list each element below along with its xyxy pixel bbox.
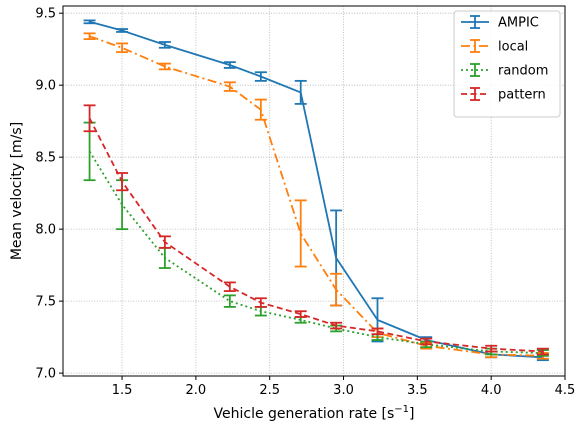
y-tick-label: 7.0	[35, 367, 56, 382]
x-tick-label: 4.0	[481, 383, 502, 398]
series-line-pattern	[88, 117, 543, 353]
legend: AMPIC local random pattern	[453, 10, 561, 118]
x-tick-label: 4.5	[555, 383, 576, 398]
x-tick-label: 3.0	[333, 383, 354, 398]
series-layer	[83, 19, 549, 362]
legend-label: AMPIC	[498, 16, 539, 31]
y-tick-label: 7.5	[35, 295, 56, 310]
legend-label: random	[498, 64, 548, 79]
plot-frame	[62, 5, 566, 377]
x-tick-label: 1.5	[112, 383, 133, 398]
y-tick-label: 8.5	[35, 151, 56, 166]
legend-label: local	[498, 40, 528, 55]
legend-entry-local: local	[461, 39, 528, 55]
y-tick-label: 9.0	[35, 79, 56, 94]
series-local	[83, 32, 549, 360]
series-line-random	[88, 150, 543, 354]
series-pattern	[83, 104, 549, 356]
y-axis-label: Mean velocity [m/s]	[9, 122, 25, 260]
legend-entry-AMPIC: AMPIC	[461, 15, 539, 31]
x-tick-label: 2.5	[259, 383, 280, 398]
legend-entry-random: random	[461, 63, 548, 79]
x-axis-label: Vehicle generation rate [s−1]	[214, 404, 415, 422]
x-tick-label: 3.5	[407, 383, 428, 398]
axis-ticks: 1.5 2.0 2.5 3.0 3.5 4.0 4.5 7.0 7.5 8.0 8.5 9.0 9.5	[35, 7, 575, 398]
x-tick-label: 2.0	[186, 383, 207, 398]
series-line-AMPIC	[89, 20, 543, 359]
legend-label: pattern	[498, 88, 546, 103]
y-tick-label: 8.0	[35, 223, 56, 238]
legend-box	[453, 10, 561, 118]
y-tick-label: 9.5	[35, 7, 56, 22]
legend-entry-pattern: pattern	[461, 87, 546, 103]
